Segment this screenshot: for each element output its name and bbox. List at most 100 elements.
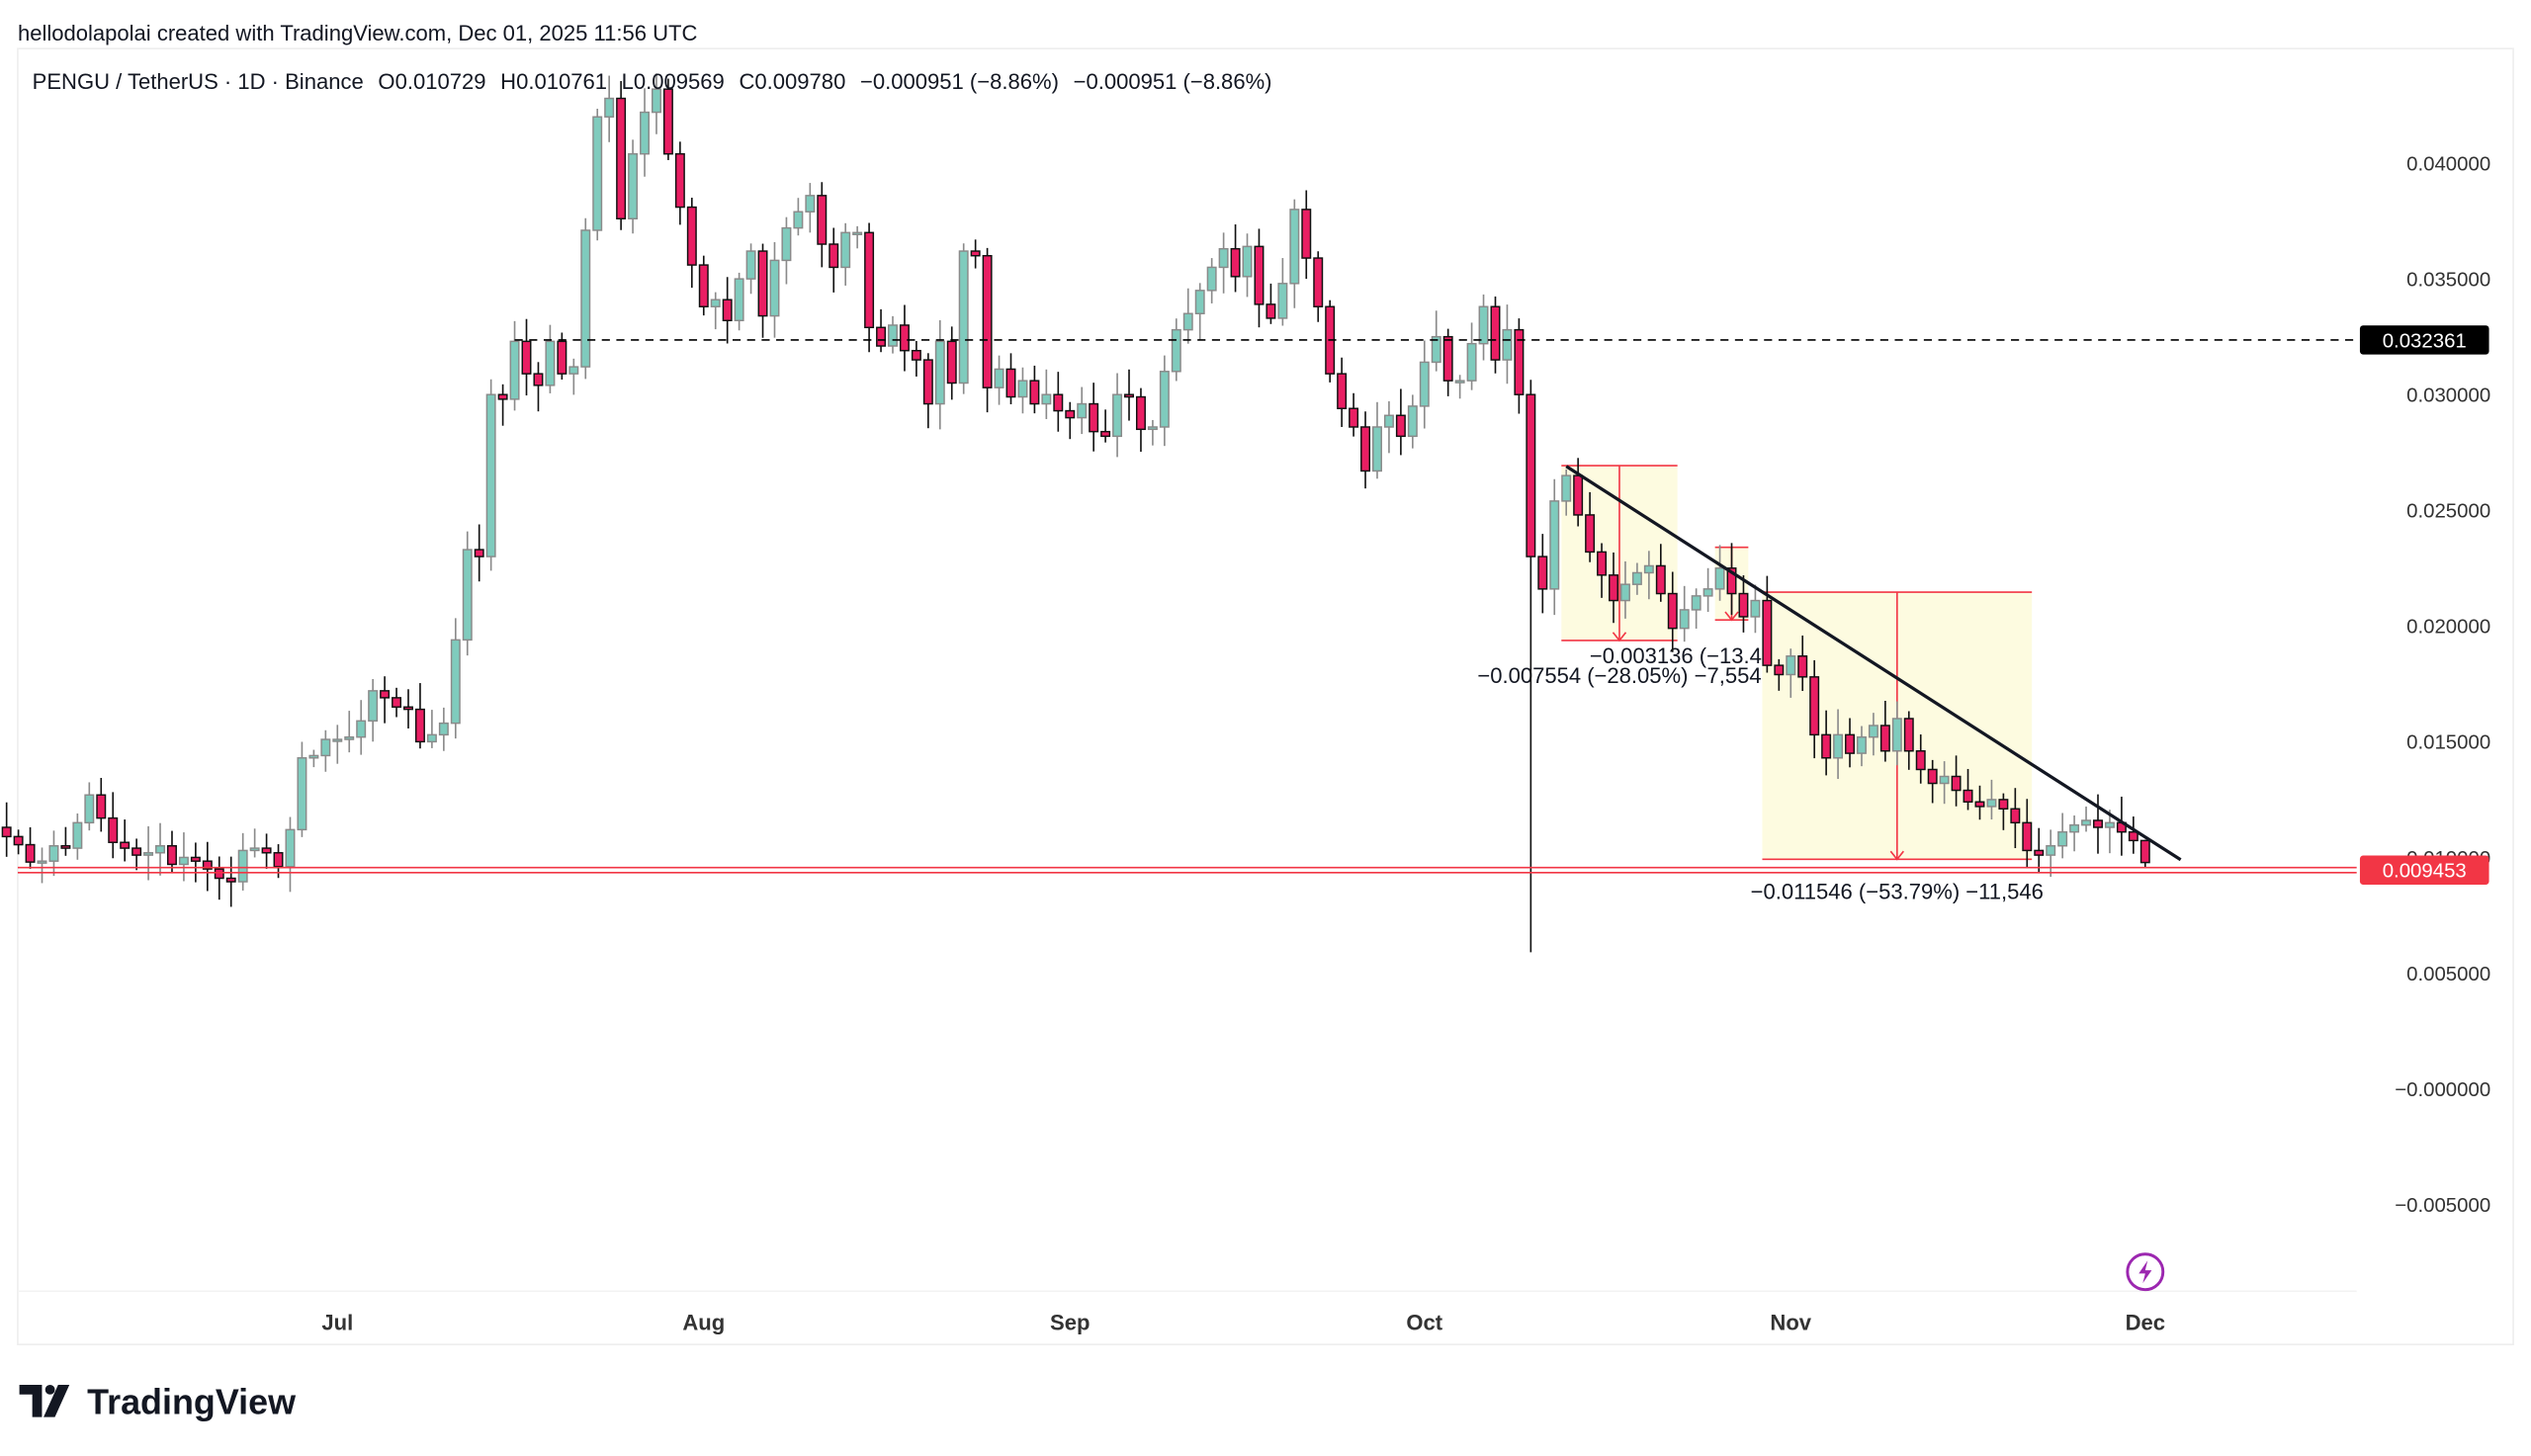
candle-up	[1277, 258, 1288, 326]
candle-down	[686, 198, 697, 289]
candle-down	[1537, 534, 1548, 614]
candle-body	[120, 841, 131, 849]
candle-body	[662, 88, 673, 155]
legend-symbol[interactable]: PENGU / TetherUS · 1D · Binance	[33, 69, 364, 94]
candle-body	[1573, 474, 1584, 516]
candle-body	[1383, 414, 1394, 428]
candle-up	[2057, 813, 2068, 859]
candle-body	[1407, 405, 1418, 438]
candle-down	[1349, 392, 1359, 437]
candle-body	[1903, 718, 1914, 752]
candle-up	[1383, 400, 1394, 454]
candle-down	[1325, 300, 1336, 383]
candle-down	[1135, 387, 1146, 453]
candle-down	[1726, 543, 1737, 615]
candle-up	[1242, 233, 1253, 298]
candle-down	[722, 277, 733, 344]
legend-low: L0.009569	[622, 69, 725, 94]
candle-body	[1313, 257, 1324, 307]
time-tick-label: Dec	[2126, 1310, 2165, 1334]
candle-down	[1254, 228, 1265, 328]
candle-body	[710, 299, 721, 307]
candle-up	[805, 183, 816, 233]
candle-body	[1549, 500, 1560, 590]
candle-up	[1561, 469, 1572, 516]
candle-body	[1301, 209, 1312, 259]
candle-up	[485, 379, 496, 571]
candle-body	[864, 231, 875, 329]
lightning-icon[interactable]	[2126, 1252, 2165, 1292]
candle-up	[769, 241, 780, 338]
candle-up	[1891, 701, 1902, 766]
candle-down	[13, 829, 24, 855]
candle-up	[356, 700, 367, 755]
arrow-down-icon	[1724, 611, 1739, 622]
candle-down	[1809, 659, 1820, 759]
chart-frame	[17, 47, 2514, 1345]
candle-body	[1349, 407, 1359, 428]
price-label-dashed: 0.032361	[2359, 325, 2489, 355]
price-tick-label: 0.040000	[2406, 153, 2490, 175]
candle-up	[781, 216, 792, 285]
arrow-down-icon	[1889, 850, 1904, 861]
candle-body	[1395, 414, 1406, 438]
candle-up	[48, 830, 59, 877]
candle-up	[1466, 322, 1477, 390]
candle-body	[249, 847, 260, 852]
candle-up	[1371, 401, 1382, 479]
price-tick-label: 0.025000	[2406, 501, 2490, 523]
candle-body	[1419, 361, 1430, 407]
candle-body	[640, 111, 650, 155]
candle-body	[793, 211, 804, 229]
candle-body	[817, 195, 828, 245]
candle-body	[2128, 830, 2138, 842]
candles	[1, 73, 2150, 953]
candle-body	[628, 152, 639, 219]
candle-down	[757, 243, 768, 338]
price-axis[interactable]: 0.040000 0.035000 0.030000 0.025000 0.020000…	[2395, 153, 2490, 1217]
trend-line	[1565, 465, 2182, 862]
candle-up	[1182, 288, 1193, 344]
tradingview-logo[interactable]: TradingView	[19, 1381, 296, 1421]
candle-body	[1277, 283, 1288, 319]
candle-body	[888, 324, 898, 347]
candle-up	[2081, 806, 2092, 832]
candle-up	[1714, 545, 1725, 601]
candle-body	[1597, 551, 1608, 576]
candle-body	[48, 844, 59, 862]
candle-up	[320, 729, 331, 772]
legend: PENGU / TetherUS · 1D · Binance O0.010729…	[33, 69, 1272, 94]
candle-up	[840, 222, 851, 286]
candle-body	[899, 324, 910, 352]
time-axis[interactable]: Jul Aug Sep Oct Nov Dec	[321, 1310, 2165, 1334]
candle-down	[662, 78, 673, 160]
attribution-text: hellodolapolai created with TradingView.…	[18, 21, 698, 45]
candle-down	[1029, 365, 1040, 414]
candle-down	[225, 856, 236, 907]
candle-body	[686, 206, 697, 266]
candle-body	[1337, 373, 1348, 409]
candle-body	[2034, 849, 2045, 856]
candle-down	[1903, 711, 1914, 770]
candle-body	[1466, 342, 1477, 382]
candle-down	[1514, 318, 1525, 414]
candle-up	[734, 272, 744, 331]
candle-body	[1289, 209, 1300, 285]
candle-body	[1891, 718, 1902, 752]
candle-body	[332, 738, 343, 742]
candle-body	[922, 359, 933, 405]
candle-body	[651, 88, 661, 114]
candle-body	[1833, 733, 1844, 759]
candle-up	[1868, 713, 1878, 756]
candle-body	[852, 231, 863, 236]
candle-down	[1738, 575, 1749, 633]
candle-body	[131, 847, 142, 856]
candle-down	[25, 826, 36, 869]
candle-body	[1490, 305, 1501, 361]
candle-body	[273, 852, 284, 868]
candle-down	[1667, 571, 1678, 652]
candle-body	[1726, 567, 1737, 595]
candle-down	[380, 676, 391, 724]
candle-body	[1206, 266, 1217, 292]
candle-body	[37, 860, 47, 864]
